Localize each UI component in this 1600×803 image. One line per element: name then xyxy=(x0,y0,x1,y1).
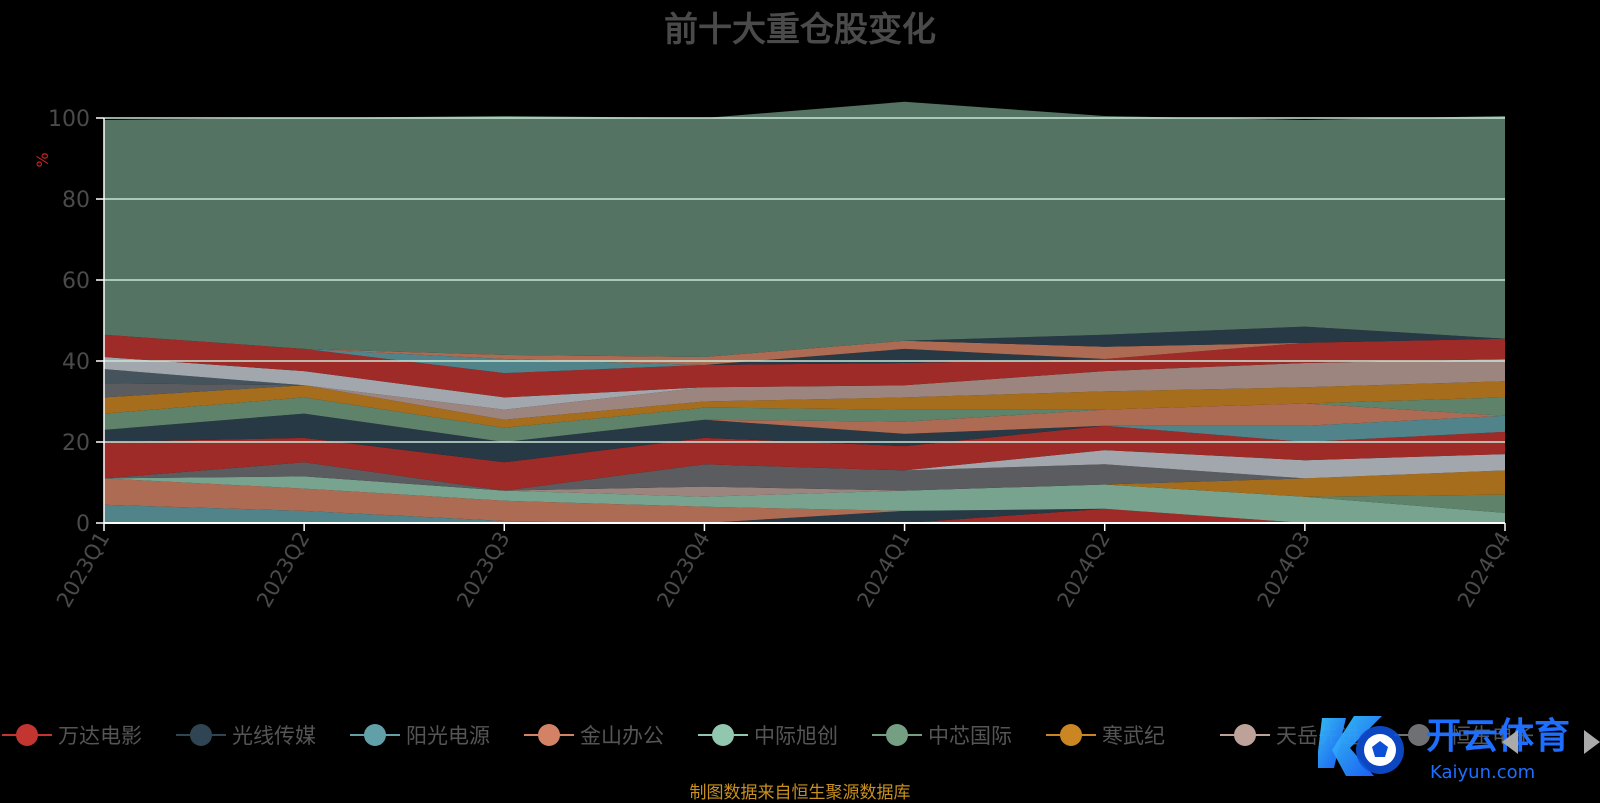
area-series-24[interactable] xyxy=(104,334,1505,374)
area-series-1[interactable] xyxy=(104,508,1505,523)
legend-marker-icon xyxy=(872,724,922,746)
x-tick-label: 2024Q4 xyxy=(1453,528,1515,612)
legend-item[interactable]: 寒武纪 xyxy=(1046,715,1165,755)
y-tick-label: 20 xyxy=(62,431,90,456)
area-series-18[interactable] xyxy=(104,359,1505,420)
area-series-8[interactable] xyxy=(104,470,1505,497)
legend-marker-icon xyxy=(524,724,574,746)
area-series-5[interactable] xyxy=(104,476,1505,523)
area-series-21[interactable] xyxy=(104,357,1505,410)
legend-item[interactable]: 万达电影 xyxy=(2,715,142,755)
area-series-11[interactable] xyxy=(104,450,1505,491)
x-tick-label: 2024Q3 xyxy=(1253,528,1315,612)
x-tick-label: 2024Q1 xyxy=(852,528,914,612)
area-series-9[interactable] xyxy=(104,462,1505,491)
area-series-4[interactable] xyxy=(104,478,1505,523)
area-series-27[interactable] xyxy=(104,101,1505,357)
area-layer xyxy=(104,101,1505,523)
legend-item[interactable]: 恒生电子 xyxy=(1394,715,1534,755)
legend-marker-icon xyxy=(698,724,748,746)
x-tick-label: 2023Q3 xyxy=(452,528,514,612)
legend-label: 寒武纪 xyxy=(1102,724,1165,748)
source-note: 制图数据来自恒生聚源数据库 xyxy=(689,783,911,803)
legend-marker-icon xyxy=(1394,724,1444,746)
logo-subtext: Kaiyun.com xyxy=(1430,762,1535,783)
legend-item[interactable]: 阳光电源 xyxy=(350,715,490,755)
kaiyun-logo-watermark: 开云体育 Kaiyun.com xyxy=(1318,716,1570,783)
y-axis-label: % xyxy=(33,152,52,167)
area-series-22[interactable] xyxy=(104,334,1505,398)
legend-marker-icon xyxy=(1046,724,1096,746)
chart-title: 前十大重仓股变化 xyxy=(664,10,936,50)
area-series-25[interactable] xyxy=(104,334,1505,365)
legend-label: 中芯国际 xyxy=(928,724,1012,748)
legend-marker-icon xyxy=(2,724,52,746)
legend-item[interactable]: 光线传媒 xyxy=(176,715,316,755)
area-series-7[interactable] xyxy=(104,470,1505,497)
x-tick-label: 2023Q2 xyxy=(252,528,314,612)
area-series-17[interactable] xyxy=(104,381,1505,428)
area-series-26[interactable] xyxy=(104,326,1505,357)
y-tick-label: 0 xyxy=(76,512,90,537)
y-tick-label: 60 xyxy=(62,269,90,294)
legend-item[interactable]: 中际旭创 xyxy=(698,715,838,755)
y-tick-label: 80 xyxy=(62,188,90,213)
y-tick-label: 100 xyxy=(48,107,90,132)
area-series-2[interactable] xyxy=(104,508,1505,523)
x-tick-label: 2024Q2 xyxy=(1053,528,1115,612)
legend-marker-icon xyxy=(176,724,226,746)
grid-layer xyxy=(104,117,1505,443)
legend-item[interactable]: 中芯国际 xyxy=(872,715,1012,755)
x-tick-label: 2023Q1 xyxy=(52,528,114,612)
legend-label: 万达电影 xyxy=(58,724,142,748)
legend-label: 阳光电源 xyxy=(406,724,490,748)
logo-text: 开云体育 xyxy=(1426,716,1570,757)
legend-label: 恒生电子 xyxy=(1450,724,1534,748)
legend-pager[interactable] xyxy=(1500,722,1600,762)
x-tick-label: 2023Q4 xyxy=(652,528,714,612)
legend-label: 光线传媒 xyxy=(232,724,316,748)
y-tick-label: 40 xyxy=(62,350,90,375)
area-series-13[interactable] xyxy=(104,413,1505,463)
area-series-3[interactable] xyxy=(104,504,1505,523)
area-series-14[interactable] xyxy=(104,413,1505,442)
area-series-16[interactable] xyxy=(104,397,1505,442)
legend-marker-icon xyxy=(1220,724,1270,746)
legend-item[interactable]: 金山办公 xyxy=(524,715,664,755)
legend-prev-icon[interactable] xyxy=(1502,730,1518,754)
legend-label: 金山办公 xyxy=(580,724,664,748)
legend-label: 中际旭创 xyxy=(754,724,838,748)
legend-next-icon[interactable] xyxy=(1584,730,1600,754)
legend-marker-icon xyxy=(350,724,400,746)
area-series-15[interactable] xyxy=(104,403,1505,443)
